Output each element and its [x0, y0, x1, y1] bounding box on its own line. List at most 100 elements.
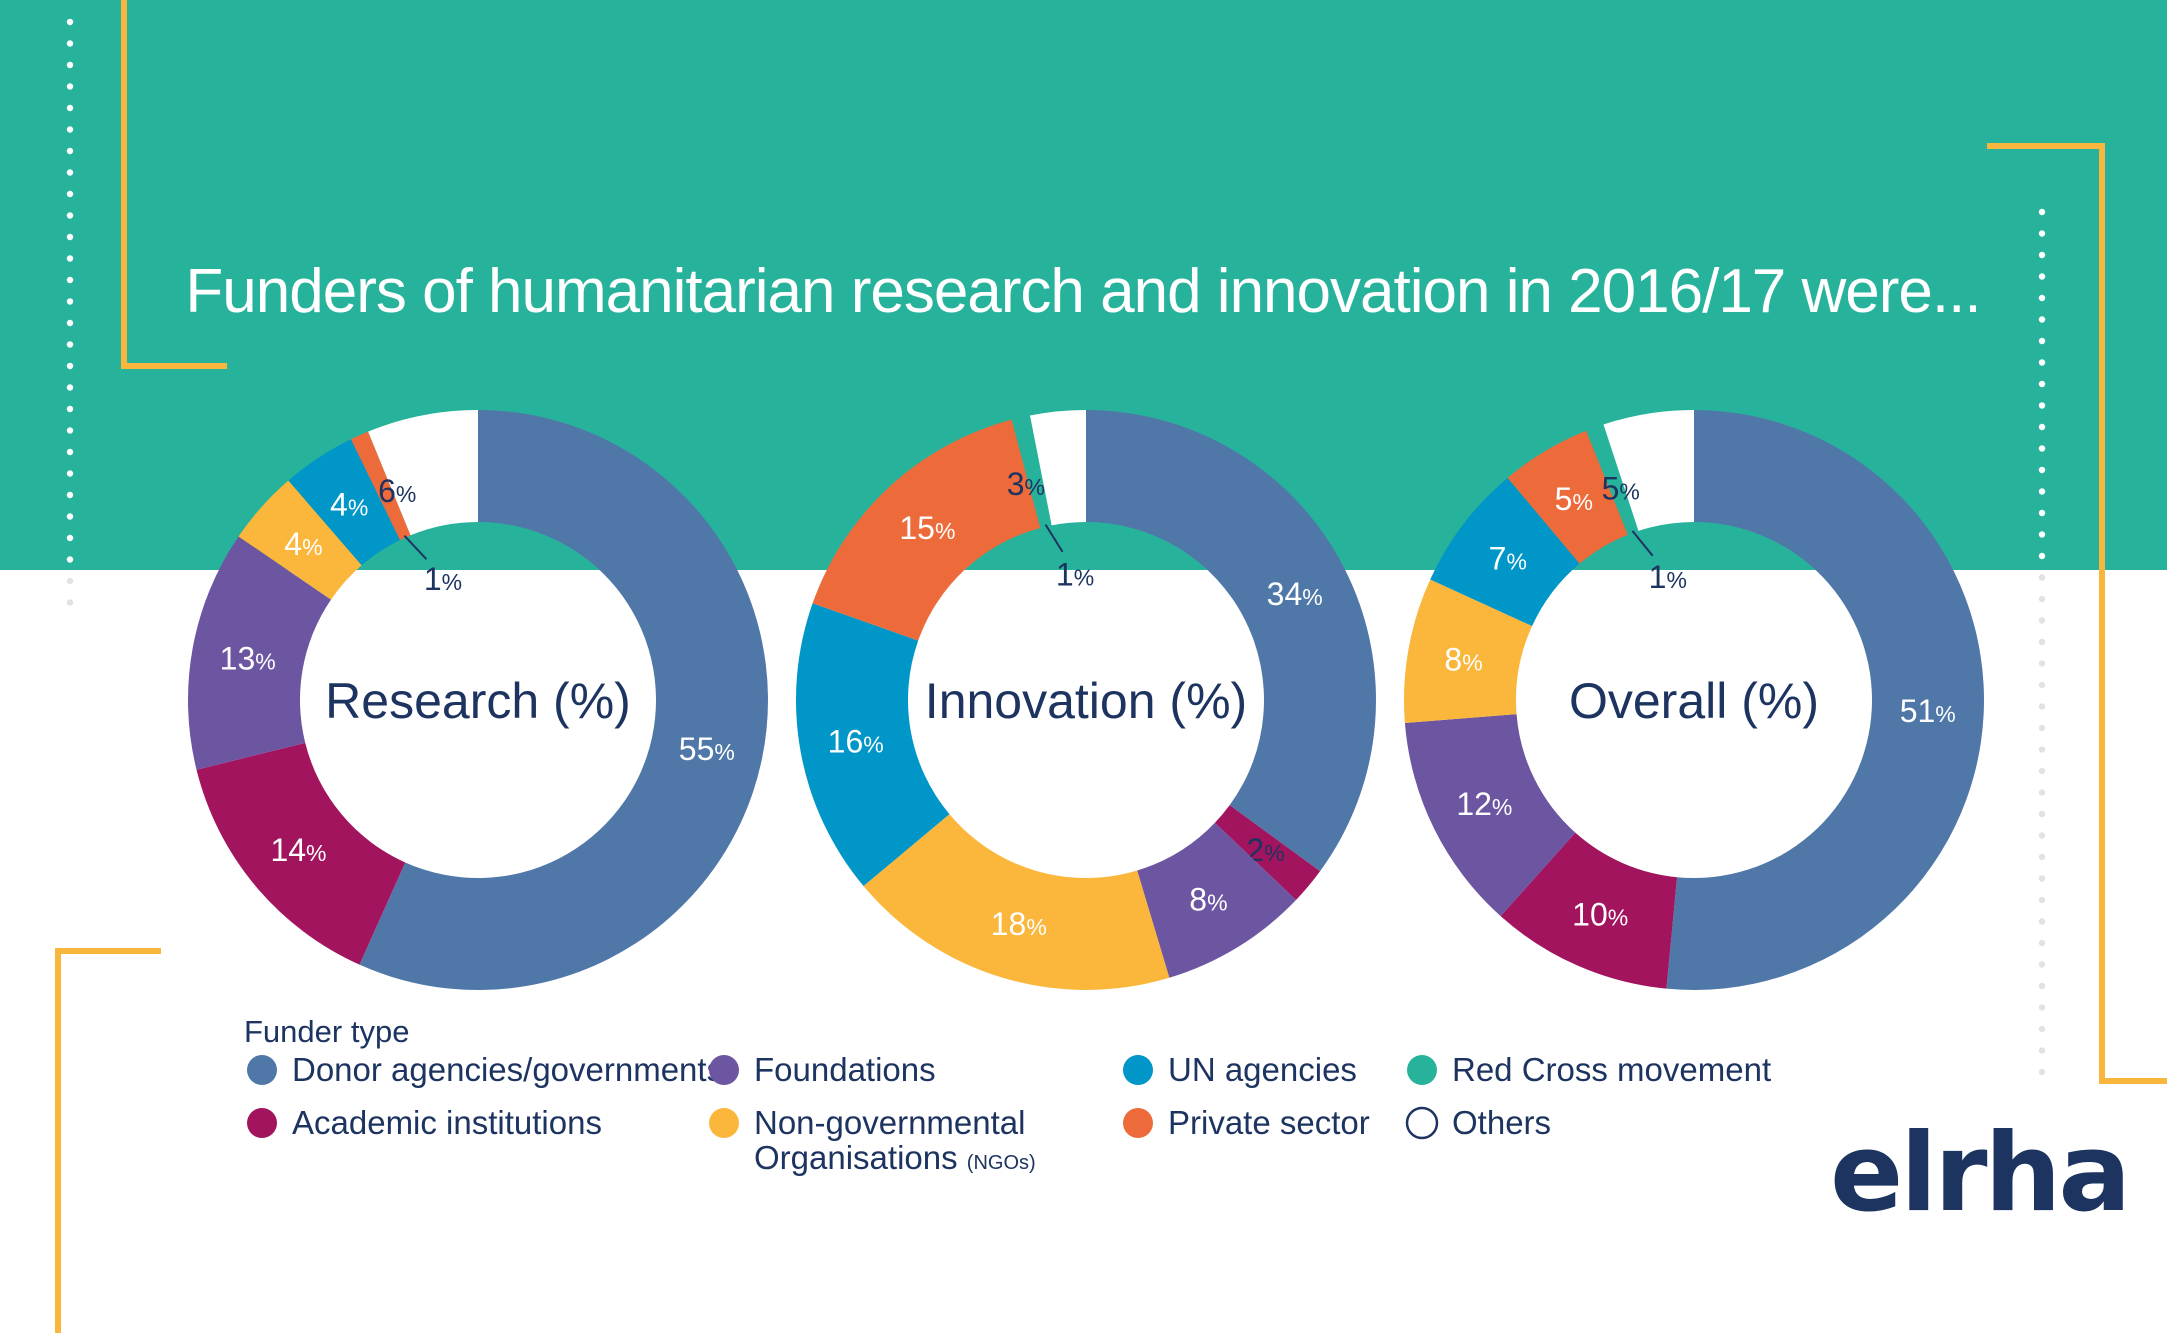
- dot: [66, 362, 74, 370]
- slice-label-un: 7%: [1489, 540, 1527, 576]
- dot: [66, 491, 74, 499]
- dot: [66, 556, 74, 563]
- dot: [2038, 574, 2046, 581]
- leader-line: [1631, 530, 1654, 557]
- legend-item-private: Private sector: [1123, 1104, 1370, 1141]
- legend-item-others: Others: [1405, 1104, 1551, 1141]
- dot: [2038, 359, 2046, 366]
- slice-label-donor: 51%: [1900, 693, 1956, 729]
- dot: [66, 233, 74, 241]
- dot: [66, 470, 74, 477]
- legend-label: Donor agencies/governments: [292, 1051, 723, 1088]
- dot: [2038, 939, 2046, 947]
- dot: [66, 18, 74, 26]
- dot: [2038, 767, 2046, 775]
- dot: [2038, 1025, 2046, 1033]
- dot: [66, 448, 74, 456]
- dot: [2038, 746, 2046, 753]
- slice-label-private: 15%: [899, 510, 955, 546]
- dot: [2038, 810, 2046, 818]
- dot: [66, 534, 74, 542]
- dot: [2038, 294, 2046, 302]
- slice-label-others: 6%: [378, 473, 416, 509]
- accent-bracket: [121, 0, 227, 369]
- slice-label-academic: 14%: [270, 832, 326, 868]
- leader-line: [1044, 524, 1064, 553]
- dot: [2038, 918, 2046, 925]
- dot: [2038, 552, 2046, 560]
- dot: [2038, 660, 2046, 667]
- dot: [66, 190, 74, 198]
- legend-label: UN agencies: [1168, 1051, 1357, 1088]
- decorative-lines: [55, 0, 2167, 1333]
- dot: [2038, 875, 2046, 882]
- legend-label: Non-governmental: [754, 1104, 1025, 1141]
- slice-label-ngo: 4%: [284, 526, 322, 562]
- dot: [66, 104, 74, 112]
- slice-label-donor: 55%: [679, 731, 735, 767]
- dot: [66, 255, 74, 262]
- dot: [66, 427, 74, 434]
- slice-label-private: 5%: [1555, 481, 1593, 517]
- legend-swatch: [1123, 1055, 1153, 1085]
- legend-label-line2: Organisations (NGOs): [754, 1139, 1036, 1176]
- slice-redcross: [1011, 415, 1052, 528]
- dot: [66, 319, 74, 327]
- slice-label-private: 1%: [424, 561, 462, 597]
- slice-un: [796, 603, 950, 887]
- slice-foundations: [187, 536, 332, 770]
- dot: [2038, 961, 2046, 968]
- slice-private: [1507, 430, 1628, 564]
- dot: [2038, 466, 2046, 474]
- slice-label-foundations: 8%: [1189, 881, 1227, 917]
- slice-academic: [1214, 805, 1321, 901]
- accent-bracket: [1987, 143, 2167, 1084]
- dot: [2038, 617, 2046, 624]
- dot: [66, 61, 74, 69]
- slice-academic: [196, 742, 406, 965]
- slice-academic: [1500, 832, 1678, 989]
- dot: [66, 577, 74, 585]
- dot: [2038, 638, 2046, 646]
- donut-chart: 51% 10% 12% 8% 7% 5% 1% 5% Overall (%): [1404, 410, 1985, 990]
- slice-un: [1430, 477, 1580, 627]
- legend-label: Private sector: [1168, 1104, 1370, 1141]
- dot: [2038, 337, 2046, 345]
- dot: [66, 384, 74, 391]
- legend-swatch: [1407, 1055, 1437, 1085]
- dot: [2038, 380, 2046, 388]
- legend-swatch: [709, 1108, 739, 1138]
- slice-un: [288, 439, 401, 566]
- dot: [2038, 488, 2046, 495]
- dot: [66, 599, 74, 606]
- dot: [66, 298, 74, 305]
- dot: [2038, 789, 2046, 796]
- legend-item-redcross: Red Cross movement: [1407, 1051, 1771, 1088]
- dot: [2038, 402, 2046, 409]
- dot: [66, 212, 74, 219]
- dot: [2038, 1068, 2046, 1076]
- slice-label-ngo: 18%: [991, 906, 1047, 942]
- slice-label-redcross: 1%: [1056, 556, 1094, 592]
- dot: [2038, 445, 2046, 452]
- dot: [2038, 595, 2046, 603]
- dot: [66, 513, 74, 520]
- dot: [66, 405, 74, 413]
- slice-ngo: [1404, 579, 1533, 723]
- slice-private: [812, 419, 1041, 641]
- dot: [2038, 1004, 2046, 1011]
- legend-swatch: [1405, 1106, 1439, 1140]
- chart-center-title: Overall (%): [1569, 673, 1819, 729]
- dot: [2038, 208, 2046, 216]
- slice-others: [1029, 410, 1086, 526]
- slice-label-others: 3%: [1007, 466, 1045, 502]
- legend-label: Red Cross movement: [1452, 1051, 1771, 1088]
- legend-title: Funder type: [244, 1014, 409, 1049]
- legend-item-donor: Donor agencies/governments: [247, 1051, 723, 1088]
- elrha-logo: elrha: [1830, 1111, 2128, 1236]
- dot: [66, 83, 74, 90]
- slice-label-un: 16%: [828, 723, 884, 759]
- dot: [66, 147, 74, 155]
- slice-ngo: [863, 814, 1170, 991]
